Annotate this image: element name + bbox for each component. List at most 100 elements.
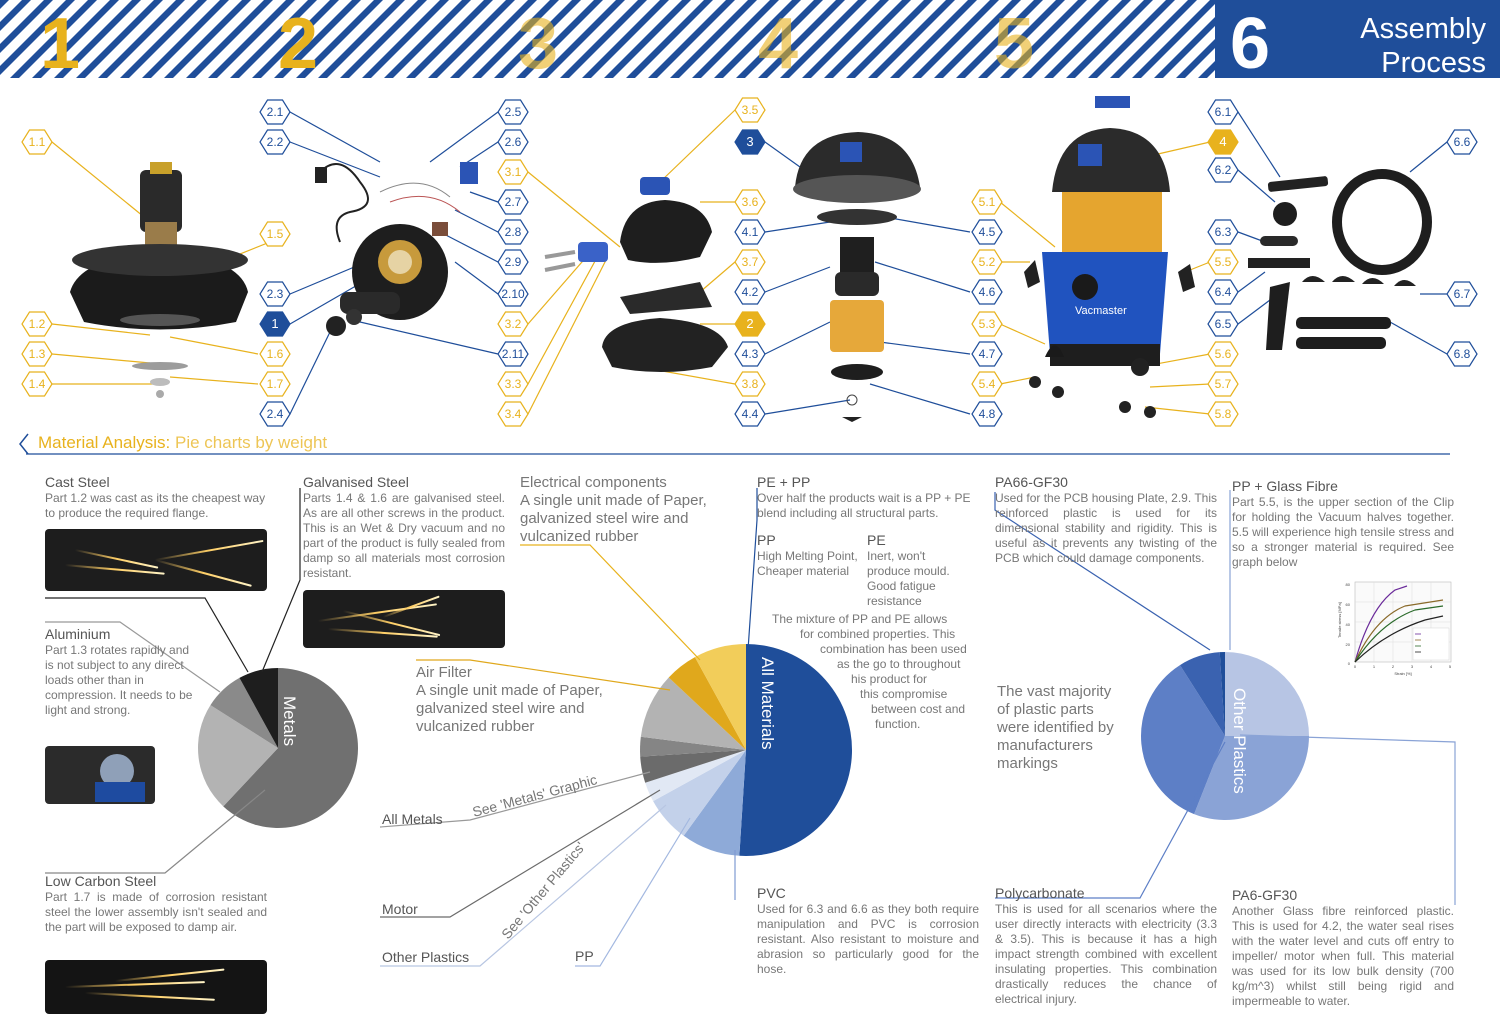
low-carbon-steel-title: Low Carbon Steel	[45, 873, 157, 889]
callout-label: 4.3	[742, 347, 759, 361]
pp-text: High Melting Point, Cheaper material	[757, 549, 858, 578]
callout-label: 1.6	[267, 347, 284, 361]
callout-label: 6.6	[1454, 135, 1471, 149]
graph-y-tick: 0	[1348, 661, 1351, 666]
electrical-text: A single unit made of Paper, galvanized …	[520, 492, 707, 545]
callout-label: 4.8	[979, 407, 996, 421]
part-hex-p1_4: 1.4	[21, 371, 53, 397]
part-hex-p3_7: 3.7	[734, 249, 766, 275]
callout-label: 2	[746, 316, 753, 331]
mixture-line: between cost and	[871, 702, 966, 716]
cast-steel-photo	[45, 529, 267, 591]
pie-slice-1-1	[683, 750, 746, 856]
callout-label: 5.3	[979, 317, 996, 331]
callout-label: 1	[271, 316, 278, 331]
galvanised-steel-photo	[303, 590, 505, 648]
callout-label: 1.7	[267, 377, 284, 391]
pa66-title: PA66-GF30	[995, 474, 1068, 490]
low-carbon-steel-text: Part 1.7 is made of corrosion resistant …	[45, 890, 267, 934]
part-hex-p3_1: 3.1	[497, 159, 529, 185]
mixture-line: for combined properties. This	[800, 627, 956, 641]
part-hex-p1_5: 1.5	[259, 221, 291, 247]
cast-steel-title: Cast Steel	[45, 474, 110, 490]
part-hex-p5_7: 5.7	[1207, 371, 1239, 397]
callout-label: 4.6	[979, 285, 996, 299]
part-hex-p5_1: 5.1	[971, 189, 1003, 215]
callout-label: 6.5	[1215, 317, 1232, 331]
section-rule	[19, 433, 1450, 455]
pie-slice-2-1	[1194, 736, 1309, 820]
callout-label: 4.5	[979, 225, 996, 239]
part-hex-p2_9: 2.9	[497, 249, 529, 275]
pp-glass-text: Part 5.5, is the upper section of the Cl…	[1232, 495, 1454, 569]
polycarbonate-text: This is used for all scenarios where the…	[995, 902, 1217, 1006]
callout-label: 4.7	[979, 347, 996, 361]
callout-label: 3.4	[505, 407, 522, 421]
part-hex-p3_8: 3.8	[734, 371, 766, 397]
graph-y-tick: 60	[1346, 602, 1351, 607]
section-subtitle: Pie charts by weight	[175, 433, 328, 452]
part-hex-p5_6: 5.6	[1207, 341, 1239, 367]
pie-chart-1	[640, 644, 853, 857]
callout-label: 4.1	[742, 225, 759, 239]
pie-slice-1-6	[640, 677, 746, 750]
part-hex-p4_7: 4.7	[971, 341, 1003, 367]
callout-label: 2.6	[505, 135, 522, 149]
pie-slice-1-4	[640, 750, 746, 783]
callout-label: 1.5	[267, 227, 284, 241]
part-hex-p3_3: 3.3	[497, 371, 529, 397]
callout-label: 1.4	[29, 377, 46, 391]
part-hex-p4_6: 4.6	[971, 279, 1003, 305]
part-hex-p2_6: 2.6	[497, 129, 529, 155]
mixture-line: his product for	[851, 672, 928, 686]
metals-pie-label: Metals	[280, 696, 299, 746]
pa66-text: Used for the PCB housing Plate, 2.9. Thi…	[995, 491, 1217, 565]
callout-label: 2.7	[505, 195, 522, 209]
callout-label: 6.3	[1215, 225, 1232, 239]
part-hex-p5_5: 5.5	[1207, 249, 1239, 275]
part-hex-p1_3: 1.3	[21, 341, 53, 367]
part-hex-p4_8: 4.8	[971, 401, 1003, 427]
all-metals-label: All Metals	[382, 811, 443, 827]
part-hex-p2_2: 2.2	[259, 129, 291, 155]
pie-chart-0	[197, 668, 359, 828]
majority-text: The vast majority of plastic parts were …	[997, 683, 1114, 772]
callout-label: 5.2	[979, 255, 996, 269]
pie-slice-0-2	[210, 677, 278, 748]
pe-title: PE	[867, 532, 886, 548]
mixture-line: as the go to throughout	[837, 657, 961, 671]
part-hex-p2_7: 2.7	[497, 189, 529, 215]
pie-slice-0-0	[223, 668, 359, 828]
cast-steel-text: Part 1.2 was cast as its the cheapest wa…	[45, 491, 266, 520]
sub-assembly-hex-sub1: 1	[259, 311, 291, 337]
galvanised-steel-title: Galvanised Steel	[303, 474, 409, 490]
part-hex-p5_2: 5.2	[971, 249, 1003, 275]
section-title: Material Analysis: Pie charts by weight	[38, 433, 327, 453]
callout-label: 3.6	[742, 195, 759, 209]
mixture-line: The mixture of PP and PE allows	[772, 612, 948, 626]
low-carbon-steel-photo	[45, 960, 267, 1014]
part-hex-p6_5: 6.5	[1207, 311, 1239, 337]
electrical-title: Electrical components	[520, 474, 667, 491]
pie-slice-0-3	[239, 668, 278, 748]
pe-text: Inert, won't produce mould. Good fatigue…	[867, 549, 950, 608]
callout-label: 3.2	[505, 317, 522, 331]
graph-x-label: Strain [%]	[1394, 671, 1411, 676]
pie-chart-2	[1141, 652, 1309, 820]
part-hex-p2_10: 2.10	[497, 281, 529, 307]
header-stripes	[0, 0, 1500, 78]
step-4: 4	[758, 4, 799, 84]
graph-x-tick: 2	[1392, 664, 1395, 669]
callout-label: 2.4	[267, 407, 284, 421]
callout-label: 3.8	[742, 377, 759, 391]
graph-x-tick: 1	[1373, 664, 1376, 669]
part-hex-p5_4: 5.4	[971, 371, 1003, 397]
see-other-plastics-label: See 'Other Plastics'	[498, 839, 588, 942]
callout-label: 1.3	[29, 347, 46, 361]
polycarbonate-title: Polycarbonate	[995, 885, 1085, 901]
callout-label: 3.1	[505, 165, 522, 179]
title-line-1: Assembly	[1360, 13, 1486, 45]
part-hex-p2_4: 2.4	[259, 401, 291, 427]
part-hex-p5_8: 5.8	[1207, 401, 1239, 427]
head-filter-drawing	[793, 132, 921, 422]
